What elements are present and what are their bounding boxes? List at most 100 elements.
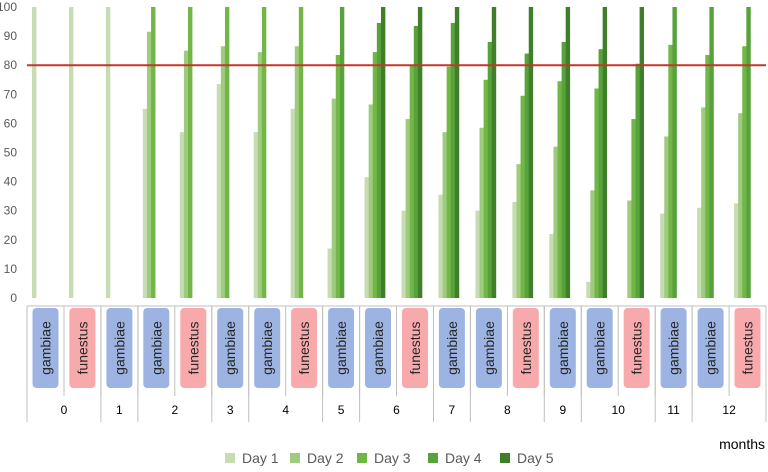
species-label-box (254, 308, 281, 388)
bar (664, 136, 669, 298)
species-label-box (549, 308, 576, 388)
bar (639, 7, 644, 298)
species-label: gambiae (259, 321, 275, 375)
species-label: gambiae (666, 321, 682, 375)
bar (368, 104, 374, 298)
bar (179, 132, 185, 298)
species-label: funestus (518, 322, 534, 375)
bar (590, 190, 595, 298)
y-tick-label: 60 (4, 116, 18, 130)
bar (561, 41, 566, 299)
y-tick-label: 70 (4, 87, 18, 101)
y-tick-label: 20 (4, 233, 18, 247)
bar (553, 146, 558, 298)
legend-swatch (428, 453, 438, 463)
species-label-box (697, 308, 724, 388)
legend-swatch (357, 453, 367, 463)
species-label-box (365, 308, 391, 388)
month-label: 3 (227, 403, 234, 417)
species-label: gambiae (370, 321, 386, 375)
bar (331, 98, 337, 298)
species-label: gambiae (111, 321, 127, 375)
month-label: 10 (612, 403, 626, 417)
y-tick-label: 10 (4, 262, 18, 276)
x-axis-label: months (719, 436, 765, 452)
bar (524, 53, 530, 299)
bar (183, 50, 189, 299)
legend-label: Day 4 (445, 450, 482, 466)
bar (380, 7, 386, 298)
species-label-box (180, 308, 207, 388)
bar (294, 46, 300, 298)
bar (557, 81, 562, 299)
bar (253, 132, 259, 298)
bar (627, 200, 632, 298)
bar (438, 194, 443, 298)
bar (188, 7, 193, 298)
species-label: gambiae (481, 321, 497, 375)
bar (105, 7, 111, 298)
bar (220, 46, 226, 298)
y-tick-label: 80 (4, 58, 18, 72)
bar (738, 113, 743, 298)
bar (516, 164, 521, 298)
bar (327, 248, 332, 298)
species-label: funestus (296, 322, 312, 375)
bar (372, 52, 378, 298)
bar (631, 119, 636, 298)
bar (598, 49, 603, 298)
bar (565, 7, 571, 298)
month-label: 8 (504, 403, 511, 417)
species-label: gambiae (148, 321, 164, 375)
species-label: funestus (629, 322, 645, 375)
bar (668, 44, 673, 298)
species-label-box (217, 308, 244, 388)
y-tick-label: 30 (4, 204, 18, 218)
species-label: gambiae (38, 321, 54, 375)
month-label: 5 (338, 403, 345, 417)
bar (261, 7, 267, 298)
species-label: funestus (740, 322, 756, 375)
species-label-box (328, 308, 355, 388)
bar (660, 213, 665, 298)
species-label: gambiae (555, 321, 571, 375)
bar (376, 23, 382, 298)
bar (409, 65, 415, 298)
species-label-box (586, 308, 613, 388)
month-label: 6 (393, 403, 400, 417)
y-tick-label: 100 (0, 0, 17, 14)
species-label-box (438, 308, 465, 388)
species-label: gambiae (703, 321, 719, 375)
bar (454, 7, 460, 298)
bar (549, 233, 554, 298)
month-label: 2 (171, 403, 178, 417)
legend-swatch (500, 453, 510, 463)
bar (401, 210, 406, 298)
month-label: 4 (282, 403, 289, 417)
bar (512, 201, 517, 298)
bar (586, 282, 591, 298)
bar (742, 46, 747, 298)
y-tick-label: 50 (4, 146, 18, 160)
y-tick-label: 0 (10, 291, 17, 305)
bar (483, 79, 488, 298)
y-tick-label: 40 (4, 175, 18, 189)
bar (602, 7, 608, 298)
y-axis: 0 10 20 30 40 50 60 70 80 90 100 (0, 0, 17, 305)
bar (442, 132, 447, 298)
species-label-box (660, 308, 687, 388)
month-label: 11 (667, 403, 680, 417)
species-label: funestus (185, 322, 201, 375)
bar (672, 7, 677, 298)
bar (446, 66, 452, 298)
bar (701, 107, 706, 298)
species-label-box (291, 308, 318, 388)
bar (594, 88, 599, 298)
species-label-box (143, 308, 170, 388)
bar (450, 23, 456, 298)
species-label-box (69, 308, 96, 388)
bar (151, 7, 156, 298)
bar (364, 177, 369, 298)
